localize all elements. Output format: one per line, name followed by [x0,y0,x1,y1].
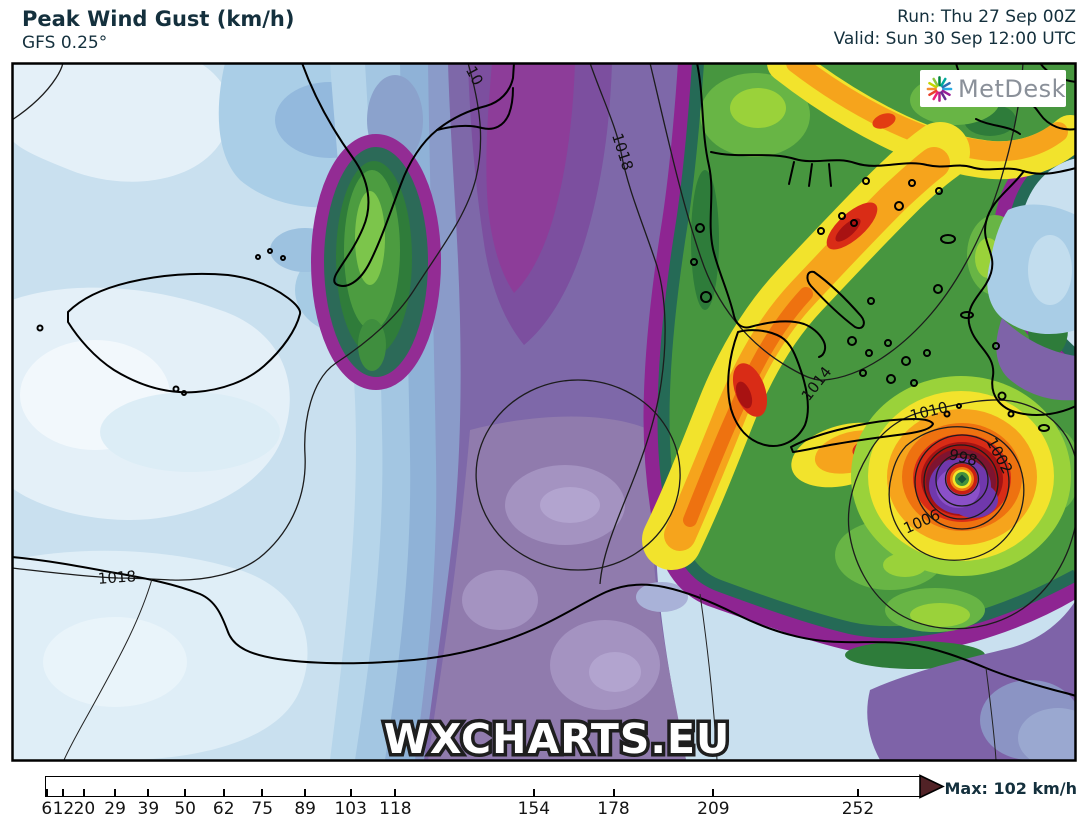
colorbar-tick-label: 154 [517,799,551,819]
colorbar-arrow [919,774,945,799]
model-label: GFS 0.25° [22,33,108,53]
colorbar-tick-label: 118 [379,799,412,819]
cyclone [851,376,1071,576]
metdesk-logo-text: MetDesk [957,74,1066,103]
metdesk-logo: MetDesk [920,70,1066,107]
run-label: Run: Thu 27 Sep 00Z [897,7,1076,27]
colorbar-tick-label: 6 [41,799,53,819]
coastlines [12,63,1076,697]
page-title: Peak Wind Gust (km/h) [22,7,295,31]
colorbar-tick-label: 12 [52,799,75,819]
watermark-text: WXCHARTS.EU [384,715,731,763]
purple-wind-field [424,63,692,760]
country-borders [63,578,997,761]
colorbar-tick-label: 89 [294,799,316,819]
max-gust-label: Max: 102 km/h [944,779,1077,798]
colorbar-tick-label: 62 [212,799,235,819]
colorbar-tick-label: 39 [137,799,160,819]
colorbar-tick-label: 50 [174,799,196,819]
colorbar-tick-label: 75 [251,799,274,819]
colorbar-gradient [45,776,921,797]
calabria-gust-max [311,134,441,390]
valid-label: Valid: Sun 30 Sep 12:00 UTC [833,29,1076,49]
metdesk-logo-icon [926,75,953,102]
turkey-lull [867,204,1076,761]
colorbar-labels: 6 12 20 29 39 50 62 75 89 103 118 154 178 209 252 [41,799,921,819]
map-border [11,62,1077,762]
calm-patches [12,63,308,760]
colorbar-tick-label: 209 [697,799,730,819]
colorbar-tick-label: 178 [597,799,630,819]
colorbar-tick-label: 20 [73,799,96,819]
isobar-label: 1018 [97,567,136,588]
colorbar-tick-label: 103 [334,799,367,819]
watermark: WXCHARTS.EU [380,712,733,766]
colorbar-tick-label: 29 [104,799,126,819]
run-info: Run: Thu 27 Sep 00Z Valid: Sun 30 Sep 12… [834,6,1076,50]
colorbar-tick-label: 252 [841,799,875,819]
